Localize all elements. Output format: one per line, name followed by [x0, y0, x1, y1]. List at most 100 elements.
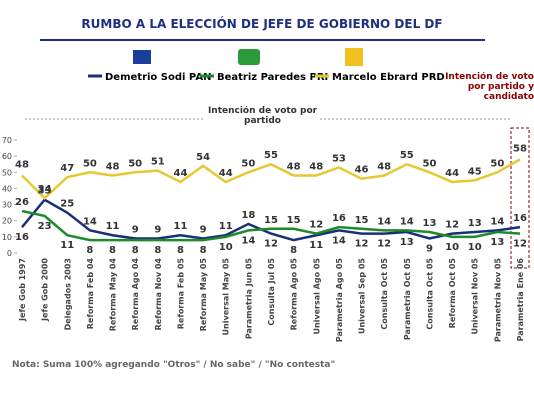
data-label: 16: [15, 232, 29, 243]
x-tick-label: Reforma Feb 04: [86, 258, 95, 330]
subtitle: Intención de voto por partido: [207, 106, 318, 126]
x-tick-label: Universal Sep 05: [358, 258, 367, 334]
data-label: 8: [290, 245, 297, 256]
y-tick-label: 0: [7, 249, 12, 258]
x-tick-label: Parametria Oct 05: [403, 258, 412, 341]
data-label: 14: [377, 216, 391, 227]
data-label: 14: [241, 235, 255, 246]
data-label: 51: [151, 157, 165, 168]
data-label: 44: [219, 168, 233, 179]
data-label: 50: [422, 158, 436, 169]
data-label: 18: [241, 210, 255, 221]
data-label: 11: [309, 240, 323, 251]
data-label: 23: [38, 221, 52, 232]
data-label: 12: [377, 239, 391, 250]
data-label: 48: [377, 162, 391, 173]
data-label: 50: [490, 158, 504, 169]
data-label: 46: [355, 165, 369, 176]
y-tick-label: 10: [2, 233, 12, 242]
data-label: 26: [15, 197, 29, 208]
x-tick-label: Delegados 2003: [63, 258, 72, 330]
data-label: 14: [83, 216, 97, 227]
annotation-box: Intención de voto por partido y candidat…: [445, 72, 534, 102]
data-label: 12: [445, 220, 459, 231]
x-tick-label: Consulta Oct 05: [380, 258, 389, 330]
x-tick-label: Parametria Ene 06: [516, 258, 525, 342]
x-tick-label: Reforma Nov 04: [154, 258, 163, 331]
data-label: 16: [332, 213, 346, 224]
x-tick-label: Reforma Feb 05: [176, 258, 185, 330]
prd-logo: [345, 48, 363, 66]
legend-label: Demetrio Sodi PAN: [105, 72, 211, 83]
data-label: 14: [400, 216, 414, 227]
data-label: 55: [264, 150, 278, 161]
data-label: 47: [60, 163, 74, 174]
data-label: 8: [200, 245, 207, 256]
data-label: 15: [355, 215, 369, 226]
x-tick-label: Reforma Ago 05: [290, 258, 299, 331]
data-label: 9: [426, 243, 433, 254]
data-label: 13: [422, 218, 436, 229]
data-label: 8: [154, 245, 161, 256]
subtitle-box: Intención de voto por partido: [207, 106, 318, 126]
data-label: 12: [264, 239, 278, 250]
data-label: 58: [513, 143, 527, 154]
data-label: 10: [468, 242, 482, 253]
data-label: 9: [200, 224, 207, 235]
x-tick-label: Consulta Jul 05: [267, 258, 276, 326]
y-tick-label: 20: [2, 217, 12, 226]
data-label: 15: [264, 215, 278, 226]
chart-title: RUMBO A LA ELECCIÓN DE JEFE DE GOBIERNO …: [81, 16, 442, 31]
y-tick-label: 40: [2, 184, 12, 193]
note: Nota: Suma 100% agregando "Otros" / No s…: [12, 360, 335, 370]
x-tick-label: Universal Ago 05: [312, 258, 321, 335]
data-label: 48: [15, 160, 29, 171]
data-label: 8: [177, 245, 184, 256]
data-label: 13: [468, 218, 482, 229]
x-tick-label: Reforma Oct 05: [448, 258, 457, 329]
pri-logo: [238, 49, 260, 65]
data-label: 8: [86, 245, 93, 256]
annotation: Intención de voto por partido y candidat…: [445, 72, 534, 102]
x-tick-label: Reforma May 04: [109, 258, 118, 332]
data-label: 9: [154, 224, 161, 235]
data-label: 12: [513, 239, 527, 250]
data-label: 11: [106, 221, 120, 232]
x-tick-label: Jefe Gob 2000: [41, 258, 50, 322]
data-label: 14: [332, 235, 346, 246]
data-label: 8: [109, 245, 116, 256]
data-label: 44: [173, 168, 187, 179]
data-label: 54: [196, 152, 210, 163]
data-label: 10: [219, 242, 233, 253]
data-label: 8: [132, 245, 139, 256]
data-label: 34: [38, 184, 52, 195]
data-label: 11: [60, 240, 74, 251]
x-tick-label: Universal Nov 05: [471, 258, 480, 335]
data-label: 33: [38, 186, 52, 197]
data-label: 11: [219, 221, 233, 232]
data-label: 12: [309, 220, 323, 231]
highlight-box: [510, 127, 530, 269]
data-label: 50: [241, 158, 255, 169]
data-label: 44: [445, 168, 459, 179]
x-tick-label: Parametria Nov 05: [493, 258, 502, 343]
y-tick-label: 30: [2, 201, 12, 210]
data-label: 16: [513, 213, 527, 224]
data-label: 13: [400, 237, 414, 248]
data-label: 9: [132, 224, 139, 235]
data-label: 13: [490, 237, 504, 248]
legend-label: Beatriz Paredes PRI: [217, 72, 328, 83]
y-tick-label: 60: [2, 152, 12, 161]
data-label: 15: [287, 215, 301, 226]
x-tick-label: Reforma May 05: [199, 258, 208, 332]
data-label: 11: [173, 221, 187, 232]
data-label: 50: [128, 158, 142, 169]
legend-label: Marcelo Ebrard PRD: [332, 72, 445, 83]
series-line: [21, 209, 521, 242]
data-label: 55: [400, 150, 414, 161]
data-label: 48: [287, 162, 301, 173]
x-tick-label: Jefe Gob 1997: [18, 258, 27, 322]
data-label: 48: [309, 162, 323, 173]
data-label: 45: [468, 166, 482, 177]
